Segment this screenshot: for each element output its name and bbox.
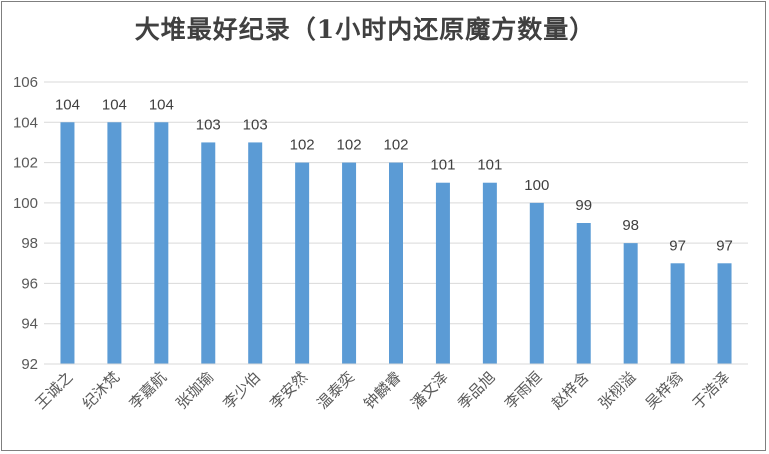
bar xyxy=(248,142,263,364)
data-label: 101 xyxy=(430,157,455,174)
y-tick-label: 106 xyxy=(13,74,38,91)
bar xyxy=(342,162,357,364)
data-label: 102 xyxy=(337,137,362,154)
bar xyxy=(107,122,122,365)
y-tick-label: 102 xyxy=(13,155,38,172)
chart-title: 大堆最好纪录（1小时内还原魔方数量） xyxy=(134,15,596,44)
x-tick-label: 赵梓含 xyxy=(548,368,593,413)
x-tick-label: 李少伯 xyxy=(219,368,264,413)
x-tick-label: 李嘉航 xyxy=(126,368,171,413)
bar xyxy=(435,182,450,364)
x-tick-label: 纪沐梵 xyxy=(79,368,124,413)
data-label: 103 xyxy=(243,116,268,133)
data-label: 102 xyxy=(383,137,408,154)
x-tick-label: 潘文泽 xyxy=(407,368,452,413)
y-tick-label: 100 xyxy=(13,195,38,212)
x-tick-label: 李安然 xyxy=(266,368,311,413)
bar xyxy=(60,122,75,365)
bar xyxy=(295,162,310,364)
y-tick-label: 96 xyxy=(21,275,38,292)
data-label: 97 xyxy=(669,237,686,254)
x-tick-label: 张珈瑜 xyxy=(173,368,218,413)
data-label: 103 xyxy=(196,116,221,133)
bar xyxy=(154,122,169,365)
x-tick-label: 吴梓翁 xyxy=(642,368,687,413)
x-tick-label: 温泰奕 xyxy=(313,368,358,413)
bar xyxy=(576,223,591,364)
bar xyxy=(623,243,638,364)
data-label: 100 xyxy=(524,177,549,194)
x-tick-label: 张栩溢 xyxy=(595,368,640,413)
y-tick-label: 94 xyxy=(21,316,38,333)
data-label: 97 xyxy=(716,237,733,254)
x-tick-label: 王诚之 xyxy=(32,368,77,413)
bar xyxy=(389,162,403,364)
y-tick-label: 98 xyxy=(21,235,38,252)
y-tick-label: 92 xyxy=(21,356,38,373)
bar xyxy=(529,202,544,364)
x-tick-label: 李雨桓 xyxy=(501,368,546,413)
data-label: 102 xyxy=(290,137,315,154)
data-label: 99 xyxy=(575,197,592,214)
data-label: 104 xyxy=(55,96,80,113)
data-label: 101 xyxy=(477,157,502,174)
x-tick-label: 钟麟睿 xyxy=(360,368,405,413)
y-tick-label: 104 xyxy=(13,114,38,131)
data-label: 98 xyxy=(622,217,639,234)
bar xyxy=(670,263,685,364)
data-label: 104 xyxy=(149,96,174,113)
x-tick-label: 于浩泽 xyxy=(689,368,734,413)
x-tick-label: 季品旭 xyxy=(454,368,499,413)
bar xyxy=(482,182,497,364)
bar xyxy=(717,263,732,364)
bar xyxy=(201,142,216,364)
data-label: 104 xyxy=(102,96,127,113)
